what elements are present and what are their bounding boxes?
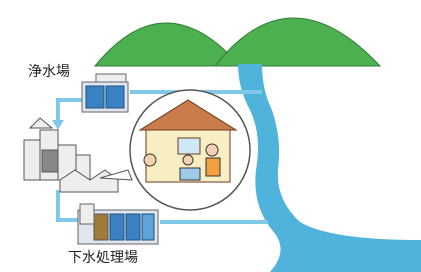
- arrow: [52, 120, 64, 130]
- water-cycle-diagram: 浄水場 下水処理場: [0, 0, 421, 272]
- hill: [215, 18, 380, 66]
- page: {"nodes": [{"label": "浄水場"}, {"label": "…: [0, 0, 421, 272]
- node-label: 浄水場: [28, 64, 70, 80]
- node-label: 下水処理場: [68, 250, 138, 266]
- purification-plant: [82, 74, 128, 112]
- sewage-plant: [78, 204, 158, 244]
- hill: [95, 23, 240, 66]
- city: [24, 118, 118, 192]
- river: [238, 64, 421, 272]
